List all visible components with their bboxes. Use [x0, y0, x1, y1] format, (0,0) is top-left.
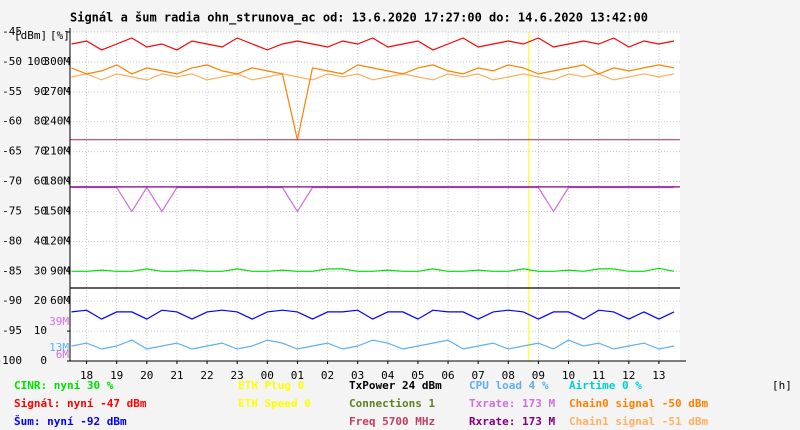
- x-tick-label: 09: [532, 369, 545, 382]
- x-tick-label: 02: [321, 369, 334, 382]
- legend-item: Signál: nyní -47 dBm: [14, 397, 147, 410]
- series-line: [71, 186, 674, 213]
- series-line: [71, 267, 675, 272]
- y-tick-label: -100: [0, 354, 22, 367]
- y3-tick-label: 120M: [44, 234, 71, 247]
- y2-tick-label: 20: [34, 294, 47, 307]
- legend-item: Rxrate: 173 M: [469, 415, 555, 428]
- y-tick-label: -80: [2, 234, 22, 247]
- x-tick-label: 05: [411, 369, 424, 382]
- y-tick-label: -50: [2, 55, 22, 68]
- legend-item: CINR: nyní 30 %: [14, 379, 114, 392]
- y-tick-label: -85: [2, 264, 22, 277]
- y3-marker-label: 6M: [56, 348, 70, 361]
- x-tick-label: 23: [231, 369, 244, 382]
- x-unit: [h]: [772, 379, 792, 392]
- x-tick-label: 08: [502, 369, 515, 382]
- x-tick-label: 12: [622, 369, 635, 382]
- legend-item: ETH Speed 0: [238, 397, 311, 410]
- y-tick-label: -75: [2, 204, 22, 217]
- y3-marker-label: 39M: [49, 315, 69, 328]
- x-tick-label: 03: [351, 369, 364, 382]
- series-line: [71, 309, 675, 320]
- x-tick-label: 21: [170, 369, 183, 382]
- x-tick-label: 00: [261, 369, 274, 382]
- y2-tick-label: 40: [34, 234, 47, 247]
- x-tick-label: 07: [472, 369, 485, 382]
- x-tick-label: 22: [200, 369, 213, 382]
- y-tick-label: -60: [2, 115, 22, 128]
- y2-tick-label: 30: [34, 264, 47, 277]
- y2-unit: [%]: [50, 29, 70, 42]
- legend-item: Airtime 0 %: [569, 379, 642, 392]
- legend-item: TxPower 24 dBm: [349, 379, 442, 392]
- legend-item: Chain1 signal -51 dBm: [569, 415, 708, 428]
- chart-title: Signál a šum radia ohn_strunova_ac od: 1…: [70, 11, 648, 26]
- y3-tick-label: 180M: [44, 175, 71, 188]
- legend-item: Freq 5700 MHz: [349, 415, 435, 428]
- y2-tick-label: 80: [34, 115, 47, 128]
- x-tick-label: 19: [110, 369, 123, 382]
- x-tick-label: 04: [381, 369, 395, 382]
- y-tick-label: -90: [2, 294, 22, 307]
- x-tick-label: 01: [291, 369, 304, 382]
- y2-tick-label: 70: [34, 145, 47, 158]
- x-tick-label: 06: [441, 369, 454, 382]
- x-tick-label: 13: [652, 369, 665, 382]
- y3-tick-label: 60M: [50, 294, 70, 307]
- y-tick-label: -95: [2, 324, 22, 337]
- y3-tick-label: 150M: [44, 204, 71, 217]
- x-tick-label: 20: [140, 369, 153, 382]
- legend-item: Txrate: 173 M: [469, 397, 555, 410]
- series-line: [71, 73, 675, 81]
- y-tick-label: -55: [2, 85, 22, 98]
- x-tick-label: 18: [80, 369, 93, 382]
- x-tick-label: 10: [562, 369, 575, 382]
- y-tick-label: -45: [2, 25, 22, 38]
- y3-tick-label: 270M: [44, 85, 71, 98]
- legend-item: Šum: nyní -92 dBm: [14, 415, 127, 428]
- y-tick-label: -70: [2, 175, 22, 188]
- y2-tick-label: 90: [34, 85, 47, 98]
- legend-item: CPU load 4 %: [469, 379, 549, 392]
- legend-item: Chain0 signal -50 dBm: [569, 397, 708, 410]
- y2-tick-label: 50: [34, 204, 47, 217]
- legend-item: Connections 1: [349, 397, 435, 410]
- y2-tick-label: 0: [40, 354, 47, 367]
- series-line: [71, 37, 675, 51]
- y-unit: [dBm]: [14, 29, 47, 42]
- series-line: [71, 64, 675, 140]
- y3-tick-label: 300M: [44, 55, 71, 68]
- y3-marker-label: 13M: [49, 341, 69, 354]
- y2-tick-label: 10: [34, 324, 47, 337]
- y-tick-label: -65: [2, 145, 22, 158]
- y3-tick-label: 240M: [44, 115, 71, 128]
- y3-tick-label: 90M: [50, 264, 70, 277]
- legend-item: ETH Plug 0: [238, 379, 304, 392]
- series-line: [71, 339, 675, 350]
- y2-tick-label: 100: [27, 55, 47, 68]
- y2-tick-label: 60: [34, 175, 47, 188]
- y3-tick-label: 210M: [44, 145, 71, 158]
- plot-area: [70, 32, 680, 361]
- x-tick-label: 11: [592, 369, 605, 382]
